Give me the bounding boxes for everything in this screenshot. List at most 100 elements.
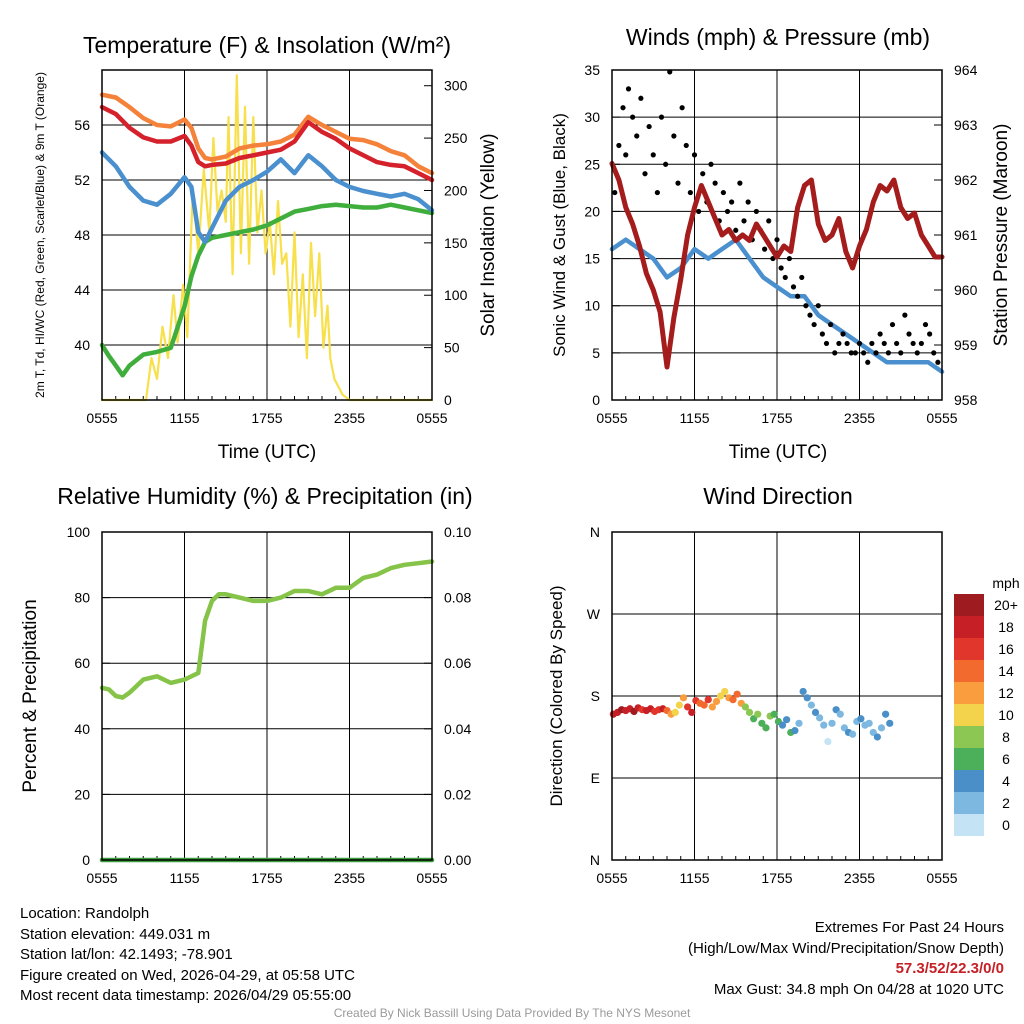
wind_direction-point: [807, 701, 815, 709]
winds-ytick-label: 5: [592, 345, 600, 361]
winds-ylabel-right: Station Pressure (Maroon): [991, 124, 1012, 347]
wind_direction-colorbar-swatch: [954, 616, 984, 638]
humidity-ytick-label: 0: [82, 852, 90, 868]
winds-gust-point: [745, 199, 751, 205]
winds-gust-point: [642, 171, 648, 177]
winds-gust-point: [729, 199, 735, 205]
winds-gust-point: [902, 312, 908, 318]
humidity-xtick-label: 2355: [334, 870, 365, 886]
wind_direction-point: [849, 730, 857, 738]
wind_direction-colorbar-label: 10: [998, 707, 1014, 723]
wind_direction-points: [609, 687, 894, 746]
wind_direction-point: [882, 710, 890, 718]
humidity-ytick-right-label: 0.04: [444, 721, 471, 737]
wind_direction-colorbar-swatch: [954, 594, 984, 616]
wind_direction-title: Wind Direction: [703, 483, 853, 509]
wind_direction-point: [832, 706, 840, 714]
winds-gust-point: [623, 152, 629, 158]
winds-gust-point: [799, 274, 805, 281]
winds-gust-point: [869, 340, 875, 347]
winds-gust-point: [786, 255, 792, 262]
temperature-xtick-label: 1155: [169, 410, 199, 426]
humidity-xtick-label: 1755: [251, 870, 282, 886]
winds-ytick-right-label: 963: [954, 117, 978, 133]
station-location: Location: Randolph: [20, 905, 150, 922]
wind_direction-colorbar-label: 0: [1002, 817, 1010, 833]
winds-gust-point: [774, 237, 780, 243]
wind_direction-colorbar-swatch: [954, 638, 984, 660]
winds-gust-point: [737, 180, 743, 186]
recent-timestamp: Most recent data timestamp: 2026/04/29 0…: [20, 987, 352, 1004]
extremes-title: Extremes For Past 24 Hours: [814, 919, 1004, 936]
wind_direction-point: [783, 716, 791, 724]
winds-gust-point: [803, 303, 809, 309]
winds-gust-point: [650, 152, 656, 158]
temperature-ytick-right-label: 100: [444, 287, 468, 303]
winds-gust-point: [625, 86, 632, 92]
winds-gust-point: [663, 161, 669, 167]
winds-xtick-label: 2355: [844, 410, 875, 426]
wind_direction-colorbar-label: 8: [1002, 729, 1010, 745]
winds-gust-point: [918, 340, 924, 347]
winds-ytick-right-label: 959: [954, 337, 978, 353]
wind_direction-point: [869, 728, 877, 737]
humidity-xtick-label: 0555: [86, 870, 117, 886]
wind_direction-point: [828, 719, 836, 727]
winds-gust-point: [700, 171, 706, 177]
temperature-xtick-label: 1755: [251, 410, 282, 426]
winds-xtick-label: 1155: [679, 410, 709, 426]
wind_direction-point: [754, 710, 762, 718]
wind_direction-point: [671, 708, 679, 717]
temperature-xtick-label: 0555: [86, 410, 117, 426]
wind_direction-ytick-label: E: [591, 770, 600, 786]
wind_direction-colorbar-unit: mph: [992, 575, 1019, 591]
wind_direction-ylabel: Direction (Colored By Speed): [547, 585, 566, 806]
temperature-series-td: [99, 202, 435, 378]
wind_direction-point: [886, 719, 894, 727]
wind_direction-xtick-label: 0555: [596, 870, 627, 886]
wind_direction-ytick-label: W: [587, 606, 601, 622]
wind_direction-point: [770, 710, 778, 718]
humidity-ytick-label: 20: [74, 786, 90, 802]
winds-gust-point: [889, 321, 896, 328]
humidity-title: Relative Humidity (%) & Precipitation (i…: [57, 483, 472, 509]
winds-gust-point: [832, 350, 838, 356]
wind_direction-colorbar-label: 2: [1002, 795, 1010, 811]
figure-created: Figure created on Wed, 2026-04-29, at 05…: [20, 966, 355, 984]
winds-ytick-right-label: 958: [954, 392, 978, 408]
temperature-xtick-label: 2355: [334, 410, 365, 426]
temperature-ytick-label: 56: [74, 117, 90, 133]
wind_direction-xtick-label: 1155: [679, 870, 709, 886]
wind_direction-point: [758, 719, 766, 727]
winds-gust-point: [766, 218, 772, 224]
winds-ytick-label: 35: [584, 62, 600, 78]
temperature-ylabel-right: Solar Insolation (Yellow): [478, 133, 499, 336]
wind_direction-colorbar-swatch: [954, 726, 984, 748]
wind_direction-point: [679, 694, 688, 702]
temperature-ytick-label: 52: [74, 172, 90, 188]
wind_direction-frame: [611, 531, 943, 861]
winds-gust-point: [790, 284, 797, 290]
wind_direction-point: [745, 708, 754, 717]
humidity-xtick-label: 0555: [416, 870, 447, 886]
wind_direction-point: [877, 724, 886, 732]
humidity-ytick-right-label: 0.08: [444, 590, 471, 606]
winds-gust-point: [931, 350, 937, 356]
wind_direction-colorbar-label: 6: [1002, 751, 1010, 767]
winds-gust-point: [630, 114, 636, 120]
max-gust: Max Gust: 34.8 mph On 04/28 at 1020 UTC: [713, 980, 1004, 998]
temperature-frame: [101, 69, 433, 401]
wind_direction-point: [799, 687, 807, 696]
winds-ytick-right-label: 961: [954, 227, 978, 243]
winds-gust-point: [762, 246, 768, 252]
winds-gust-point: [898, 350, 904, 356]
winds-gust-point: [922, 321, 929, 328]
temperature-ylabel: 2m T, Td, HI/WC (Red, Green, Scarlet/Blu…: [33, 72, 47, 398]
winds-gust-point: [811, 321, 817, 328]
wind_direction-point: [721, 687, 729, 696]
station-info: Location: Randolph Station elevation: 44…: [20, 904, 355, 1007]
wind_direction-point: [824, 737, 832, 746]
wind_direction-xtick-label: 2355: [844, 870, 875, 886]
winds-ytick-label: 10: [584, 298, 600, 314]
wind_direction-point: [873, 733, 881, 741]
